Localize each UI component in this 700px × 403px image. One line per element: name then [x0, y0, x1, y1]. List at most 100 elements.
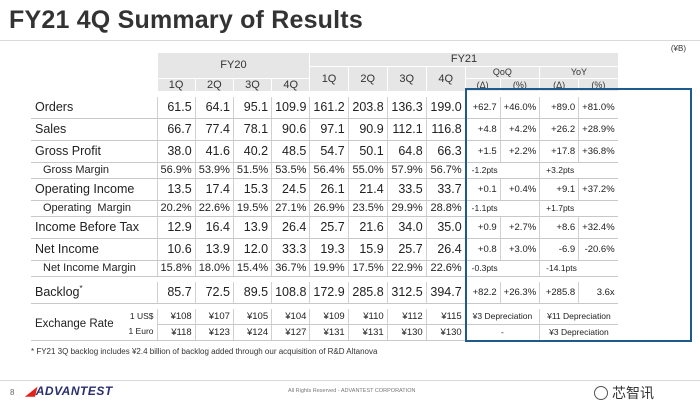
unit-label: (¥B) — [670, 44, 686, 53]
cell: 136.3 — [386, 96, 427, 119]
cell: 90.6 — [271, 118, 310, 141]
qoq-pct: +2.2% — [499, 140, 540, 163]
qoq-pct: +46.0% — [499, 96, 540, 119]
qoq-pct: +0.4% — [499, 178, 540, 201]
cell: ¥110 — [347, 308, 388, 325]
copyright-text: All Rights Reserved - ADVANTEST CORPORAT… — [288, 388, 416, 394]
cell: 22.6% — [425, 260, 466, 277]
wechat-icon — [594, 386, 608, 400]
header-q: 1Q — [309, 66, 349, 92]
table-row: Income Before Tax 12.9 16.4 13.9 26.4 25… — [31, 216, 618, 239]
results-table: FY20 FY21 1Q 2Q 3Q 4Q QoQ YoY 1Q 2Q 3Q 4… — [31, 53, 618, 341]
cell: 78.1 — [232, 118, 272, 141]
cell: ¥130 — [425, 324, 466, 341]
yoy-pts: +3.2pts — [539, 162, 618, 179]
header-pct: (%) — [499, 78, 540, 92]
cell: 17.5% — [347, 260, 388, 277]
footer-divider — [0, 380, 700, 381]
cell: 40.2 — [232, 140, 272, 163]
row-label: Net Income Margin — [31, 260, 157, 277]
table-row: Sales 66.7 77.4 78.1 90.6 97.1 90.9 112.… — [31, 118, 618, 141]
cell: 85.7 — [156, 281, 196, 304]
cell: 18.0% — [194, 260, 234, 277]
cell: 57.9% — [386, 162, 427, 179]
yoy-delta: +285.8 — [539, 281, 579, 304]
row-label: Operating Income — [31, 178, 157, 201]
cell: 116.8 — [425, 118, 466, 141]
header-q: 3Q — [386, 66, 427, 92]
cell: 51.5% — [232, 162, 272, 179]
cell: 13.9 — [194, 238, 234, 261]
cell: 108.8 — [271, 281, 310, 304]
eur-qoq: - — [464, 324, 540, 341]
yoy-delta: +89.0 — [539, 96, 579, 119]
cell: ¥108 — [156, 308, 196, 325]
cell: 66.3 — [425, 140, 466, 163]
footnote: * FY21 3Q backlog includes ¥2.4 billion … — [31, 347, 378, 356]
table-row: Backlog* 85.7 72.5 89.5 108.8 172.9 285.… — [31, 281, 618, 304]
qoq-pct: +26.3% — [499, 281, 540, 304]
header-q: 1Q — [156, 78, 196, 92]
cell: 55.0% — [347, 162, 388, 179]
yoy-pct: -20.6% — [578, 238, 618, 261]
yoy-pct: +37.2% — [578, 178, 618, 201]
cell: ¥104 — [271, 308, 310, 325]
cell: 56.7% — [425, 162, 466, 179]
header-delta: (Δ) — [539, 78, 579, 92]
table-row: Operating Income 13.5 17.4 15.3 24.5 26.… — [31, 178, 618, 201]
row-label: Sales — [31, 118, 157, 141]
cell: 12.0 — [232, 238, 272, 261]
cell: ¥109 — [309, 308, 349, 325]
cell: 199.0 — [425, 96, 466, 119]
cell: 72.5 — [194, 281, 234, 304]
table-row: ¥118 ¥123 ¥124 ¥127 ¥131 ¥131 ¥130 ¥130 … — [31, 324, 618, 341]
cell: ¥131 — [347, 324, 388, 341]
logo-text: ADVANTEST — [35, 384, 113, 398]
qoq-pts: -0.3pts — [464, 260, 540, 277]
row-label: Gross Profit — [31, 140, 157, 163]
header-q: 4Q — [271, 78, 310, 92]
cell: 23.5% — [347, 200, 388, 217]
yoy-pct: +36.8% — [578, 140, 618, 163]
cell: 17.4 — [194, 178, 234, 201]
cell: 35.0 — [425, 216, 466, 239]
cell: 36.7% — [271, 260, 310, 277]
yoy-pct: +28.9% — [578, 118, 618, 141]
cell: 15.3 — [232, 178, 272, 201]
watermark: 芯智讯 — [594, 383, 654, 403]
cell: 27.1% — [271, 200, 310, 217]
cell: 38.0 — [156, 140, 196, 163]
qoq-delta: +1.5 — [464, 140, 501, 163]
yoy-delta: +17.8 — [539, 140, 579, 163]
table-row: Gross Margin 56.9% 53.9% 51.5% 53.5% 56.… — [31, 162, 618, 179]
cell: 56.9% — [156, 162, 196, 179]
exchange-rate-cell: Exchange Rate 1 US$ 1 Euro — [31, 308, 157, 341]
header-fy21: FY21 — [309, 53, 618, 67]
cell: ¥115 — [425, 308, 466, 325]
cell: ¥112 — [386, 308, 427, 325]
cell: 20.2% — [156, 200, 196, 217]
cell: 26.9% — [309, 200, 349, 217]
cell: 48.5 — [271, 140, 310, 163]
table-row: Net Income Margin 15.8% 18.0% 15.4% 36.7… — [31, 260, 618, 277]
cell: 77.4 — [194, 118, 234, 141]
cell: 97.1 — [309, 118, 349, 141]
qoq-delta: +0.1 — [464, 178, 501, 201]
row-label: Net Income — [31, 238, 157, 261]
exchange-rate-label: Exchange Rate — [35, 318, 114, 330]
cell: ¥123 — [194, 324, 234, 341]
qoq-pts: -1.1pts — [464, 200, 540, 217]
cell: 56.4% — [309, 162, 349, 179]
backlog-label: Backlog — [35, 285, 80, 300]
header-q: 4Q — [425, 66, 466, 92]
row-label: Backlog* — [31, 281, 157, 304]
yoy-delta: +9.1 — [539, 178, 579, 201]
cell: 22.9% — [386, 260, 427, 277]
page-number: 8 — [10, 388, 15, 397]
header-q: 2Q — [347, 66, 388, 92]
row-label: Income Before Tax — [31, 216, 157, 239]
cell: 29.9% — [386, 200, 427, 217]
cell: 24.5 — [271, 178, 310, 201]
usd-yoy: ¥11 Depreciation — [539, 308, 618, 325]
table-row: Net Income 10.6 13.9 12.0 33.3 19.3 15.9… — [31, 238, 618, 261]
